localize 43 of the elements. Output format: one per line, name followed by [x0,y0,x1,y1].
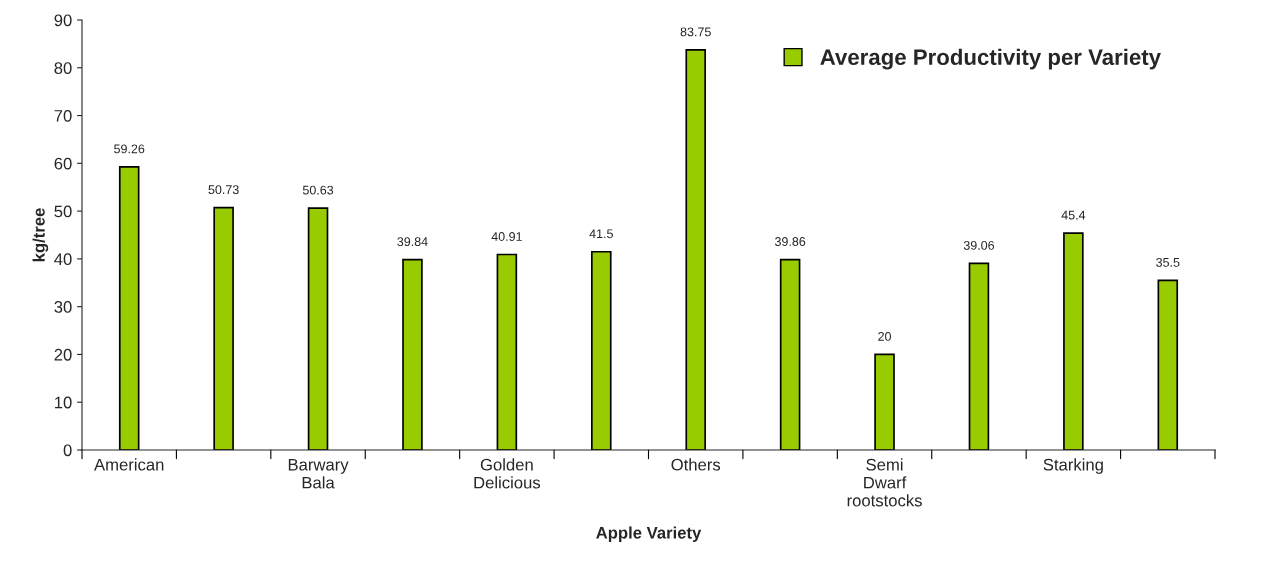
bar [118,166,140,450]
data-label: 39.86 [774,237,806,246]
data-label: 39.06 [963,240,995,250]
x-tick-label: Barwary Bala [288,458,349,489]
data-label: 40.91 [491,232,522,241]
data-label: 50.63 [302,185,334,195]
y-tick-label: 20 [54,348,72,361]
data-label: 35.5 [1156,257,1180,267]
bar [1157,279,1179,450]
data-label: 59.26 [114,144,145,154]
bar [307,207,329,450]
x-tick-label: Golden Delicious [474,458,541,489]
bar [874,353,895,450]
bar [213,206,234,450]
data-label: 83.75 [680,27,711,37]
bar [591,250,612,450]
y-tick-label: 80 [54,62,72,74]
y-tick-label: 70 [54,109,72,122]
x-tick-label: Starking [1043,458,1103,474]
y-tick-label: 90 [54,14,72,27]
x-axis-title: Apple Variety [596,526,702,542]
data-label: 39.84 [397,237,428,247]
x-tick-label: Others [671,458,721,471]
data-label: 20 [878,332,892,341]
x-tick-label: American [94,458,164,471]
y-tick-label: 60 [54,157,72,170]
y-tick-label: 30 [54,301,72,313]
legend-label: Average Productivity per Variety [820,48,1161,70]
data-label: 50.73 [208,185,239,195]
bar [496,253,518,450]
y-tick-label: 0 [63,444,72,457]
bar [402,258,423,450]
y-axis-title: kg/tree [32,208,49,262]
y-tick-label: 10 [55,396,72,409]
bar [968,262,990,450]
bar [685,49,706,450]
y-tick-label: 50 [54,205,72,218]
y-tick-label: 40 [54,253,72,266]
data-label: 45.4 [1061,210,1086,220]
x-tick-label: Semi Dwarf rootstocks [847,458,922,507]
bar [779,258,801,450]
data-label: 41.5 [589,229,613,239]
bar [1063,232,1084,450]
